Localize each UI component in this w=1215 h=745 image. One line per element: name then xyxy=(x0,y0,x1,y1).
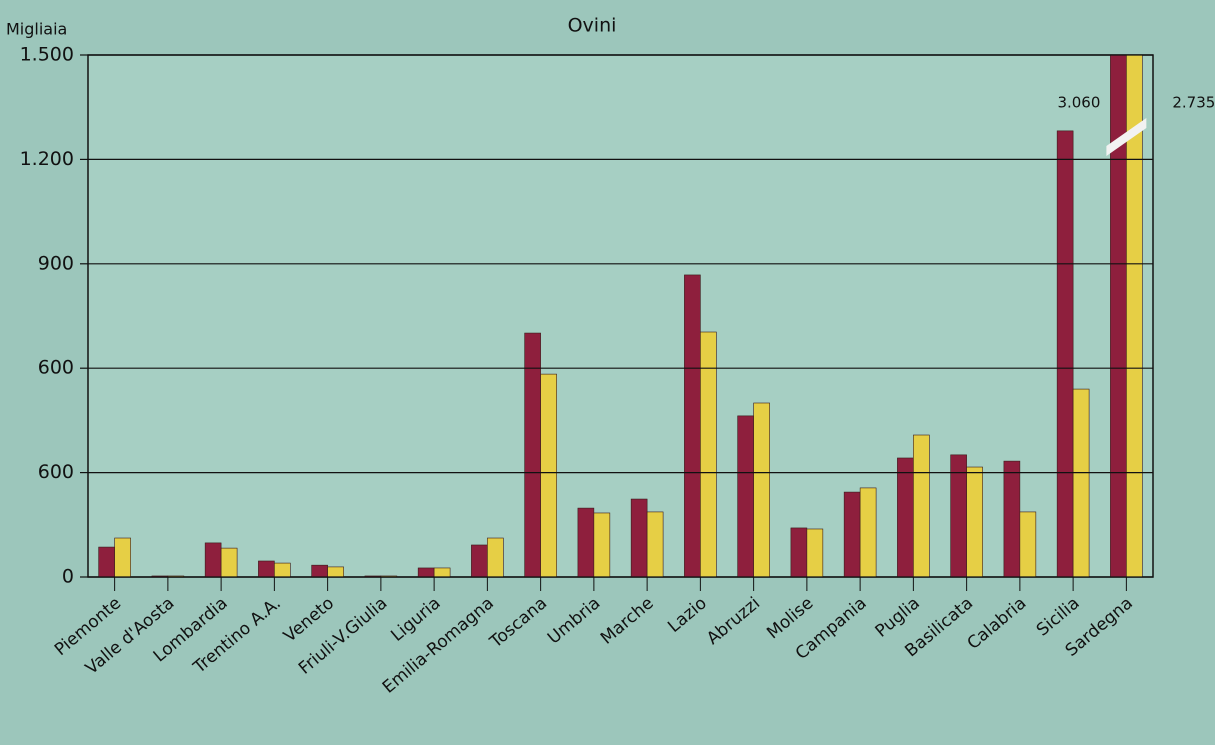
bar xyxy=(220,547,238,577)
bar xyxy=(258,560,275,577)
bar xyxy=(897,457,914,577)
bar xyxy=(1056,130,1074,577)
y-tick-label: 600 xyxy=(38,357,74,379)
bar xyxy=(684,274,701,577)
bars xyxy=(98,55,1143,577)
y-tick-label: 1.500 xyxy=(20,44,74,66)
bar xyxy=(540,373,557,577)
plot-area xyxy=(87,54,1154,578)
bar xyxy=(913,434,930,577)
bar xyxy=(1019,511,1037,577)
bar xyxy=(471,544,488,577)
bar xyxy=(753,402,770,577)
bar xyxy=(577,507,595,577)
bar xyxy=(1072,388,1090,577)
bar xyxy=(417,567,435,577)
bar xyxy=(487,537,504,577)
value-label: 3.060 xyxy=(1057,94,1100,112)
bar xyxy=(806,528,824,577)
bar xyxy=(98,546,115,577)
bar xyxy=(790,527,808,577)
bar xyxy=(114,537,131,577)
bar xyxy=(646,511,664,577)
bar xyxy=(593,512,611,577)
y-tick-label: 1.200 xyxy=(20,148,74,170)
bar xyxy=(737,415,754,577)
y-tick-label: 0 xyxy=(62,566,74,588)
bar xyxy=(1110,55,1127,577)
bar xyxy=(204,542,222,577)
bar xyxy=(1126,55,1143,577)
x-tick-label: Marche xyxy=(597,593,658,648)
bar xyxy=(843,491,861,577)
bar xyxy=(630,498,648,577)
y-axis-label: Migliaia xyxy=(6,20,67,39)
y-tick-label: 900 xyxy=(38,252,74,274)
bar xyxy=(1003,460,1021,577)
bar xyxy=(274,562,291,577)
x-tick-label: Toscana xyxy=(486,593,551,652)
x-tick-label: Abruzzi xyxy=(703,593,764,649)
bar xyxy=(859,487,877,577)
x-tick-label: Umbria xyxy=(544,593,604,648)
chart-title: Ovini xyxy=(568,15,617,37)
bar xyxy=(311,564,328,577)
bar xyxy=(524,332,541,577)
value-label: 2.735 xyxy=(1172,94,1215,112)
y-tick-label: 600 xyxy=(38,461,74,483)
axis-break xyxy=(1106,118,1147,156)
x-tick-label: Calabria xyxy=(964,593,1031,654)
x-tick-label: Lazio xyxy=(664,593,711,637)
bar xyxy=(327,566,344,577)
bar xyxy=(966,466,983,577)
bar xyxy=(700,331,717,577)
bar xyxy=(433,567,451,577)
